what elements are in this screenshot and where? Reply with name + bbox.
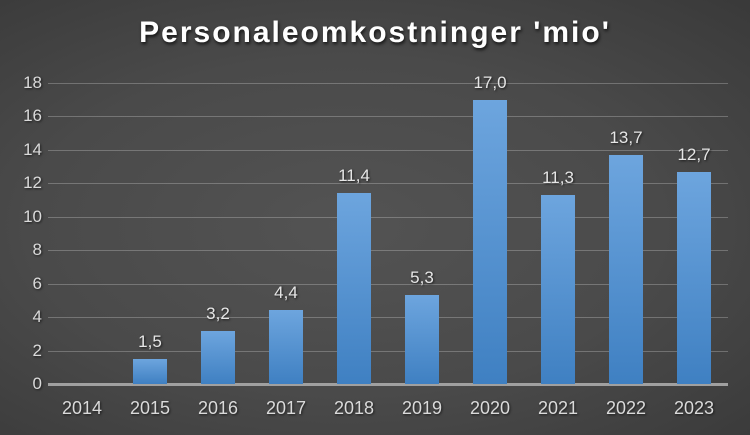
y-axis-label: 8: [32, 240, 42, 260]
bar-value-label-2016: 3,2: [206, 303, 230, 323]
y-axis-label: 4: [32, 307, 42, 327]
gridline: [48, 83, 728, 84]
x-axis-label-2023: 2023: [673, 398, 715, 418]
gridline: [48, 350, 728, 352]
bar-value-label-2022: 13,7: [609, 127, 643, 147]
x-axis-label-2016: 2016: [197, 398, 239, 418]
bar-2016: [201, 330, 235, 384]
gridline: [48, 183, 728, 185]
bar-2021: [541, 195, 575, 384]
x-axis-label-2017: 2017: [265, 398, 307, 418]
bar-2023: [677, 171, 711, 384]
y-axis-label: 12: [23, 173, 42, 193]
y-axis-label: 6: [32, 273, 42, 293]
bar-value-label-2019: 5,3: [410, 268, 434, 288]
y-axis-label: 16: [23, 106, 42, 126]
bar-value-label-2020: 17,0: [473, 72, 507, 92]
x-axis-label-2021: 2021: [537, 398, 579, 418]
gridline: [48, 216, 728, 218]
chart-title: Personaleomkostninger 'mio': [139, 16, 611, 49]
x-axis-label-2022: 2022: [605, 398, 647, 418]
y-axis-label: 18: [23, 73, 42, 92]
bar-value-label-2018: 11,4: [338, 166, 370, 186]
plot-area: 1,5 3,2 4,4 11,4 5,3 17,0 11,3 13,7 12,7: [48, 73, 728, 386]
bar-2015: [133, 358, 167, 384]
y-axis-label: 14: [23, 139, 42, 159]
gridline: [48, 116, 728, 118]
gridline: [48, 317, 728, 319]
y-axis-label: 10: [23, 206, 42, 226]
x-axis-label-2019: 2019: [401, 398, 443, 418]
x-axis-label-2020: 2020: [469, 398, 511, 418]
gridline: [48, 149, 728, 151]
bar-2019: [405, 295, 439, 384]
bar-value-label-2015: 1,5: [138, 331, 162, 351]
bar-2018: [337, 193, 371, 384]
gridline: [48, 283, 728, 285]
bar-value-label-2017: 4,4: [274, 283, 298, 303]
bar-2020: [473, 99, 507, 384]
gridline: [48, 250, 728, 252]
y-axis-label: 2: [32, 340, 42, 360]
bar-2017: [269, 310, 303, 384]
bar-value-label-2023: 12,7: [677, 144, 711, 164]
x-axis-line: [48, 383, 728, 386]
x-axis-label-2018: 2018: [333, 398, 375, 418]
x-axis-label-2014: 2014: [61, 398, 103, 418]
x-axis-label-2015: 2015: [129, 398, 171, 418]
bar-value-label-2021: 11,3: [542, 168, 574, 188]
bar-2022: [609, 154, 643, 384]
y-axis-label: 0: [32, 374, 42, 393]
